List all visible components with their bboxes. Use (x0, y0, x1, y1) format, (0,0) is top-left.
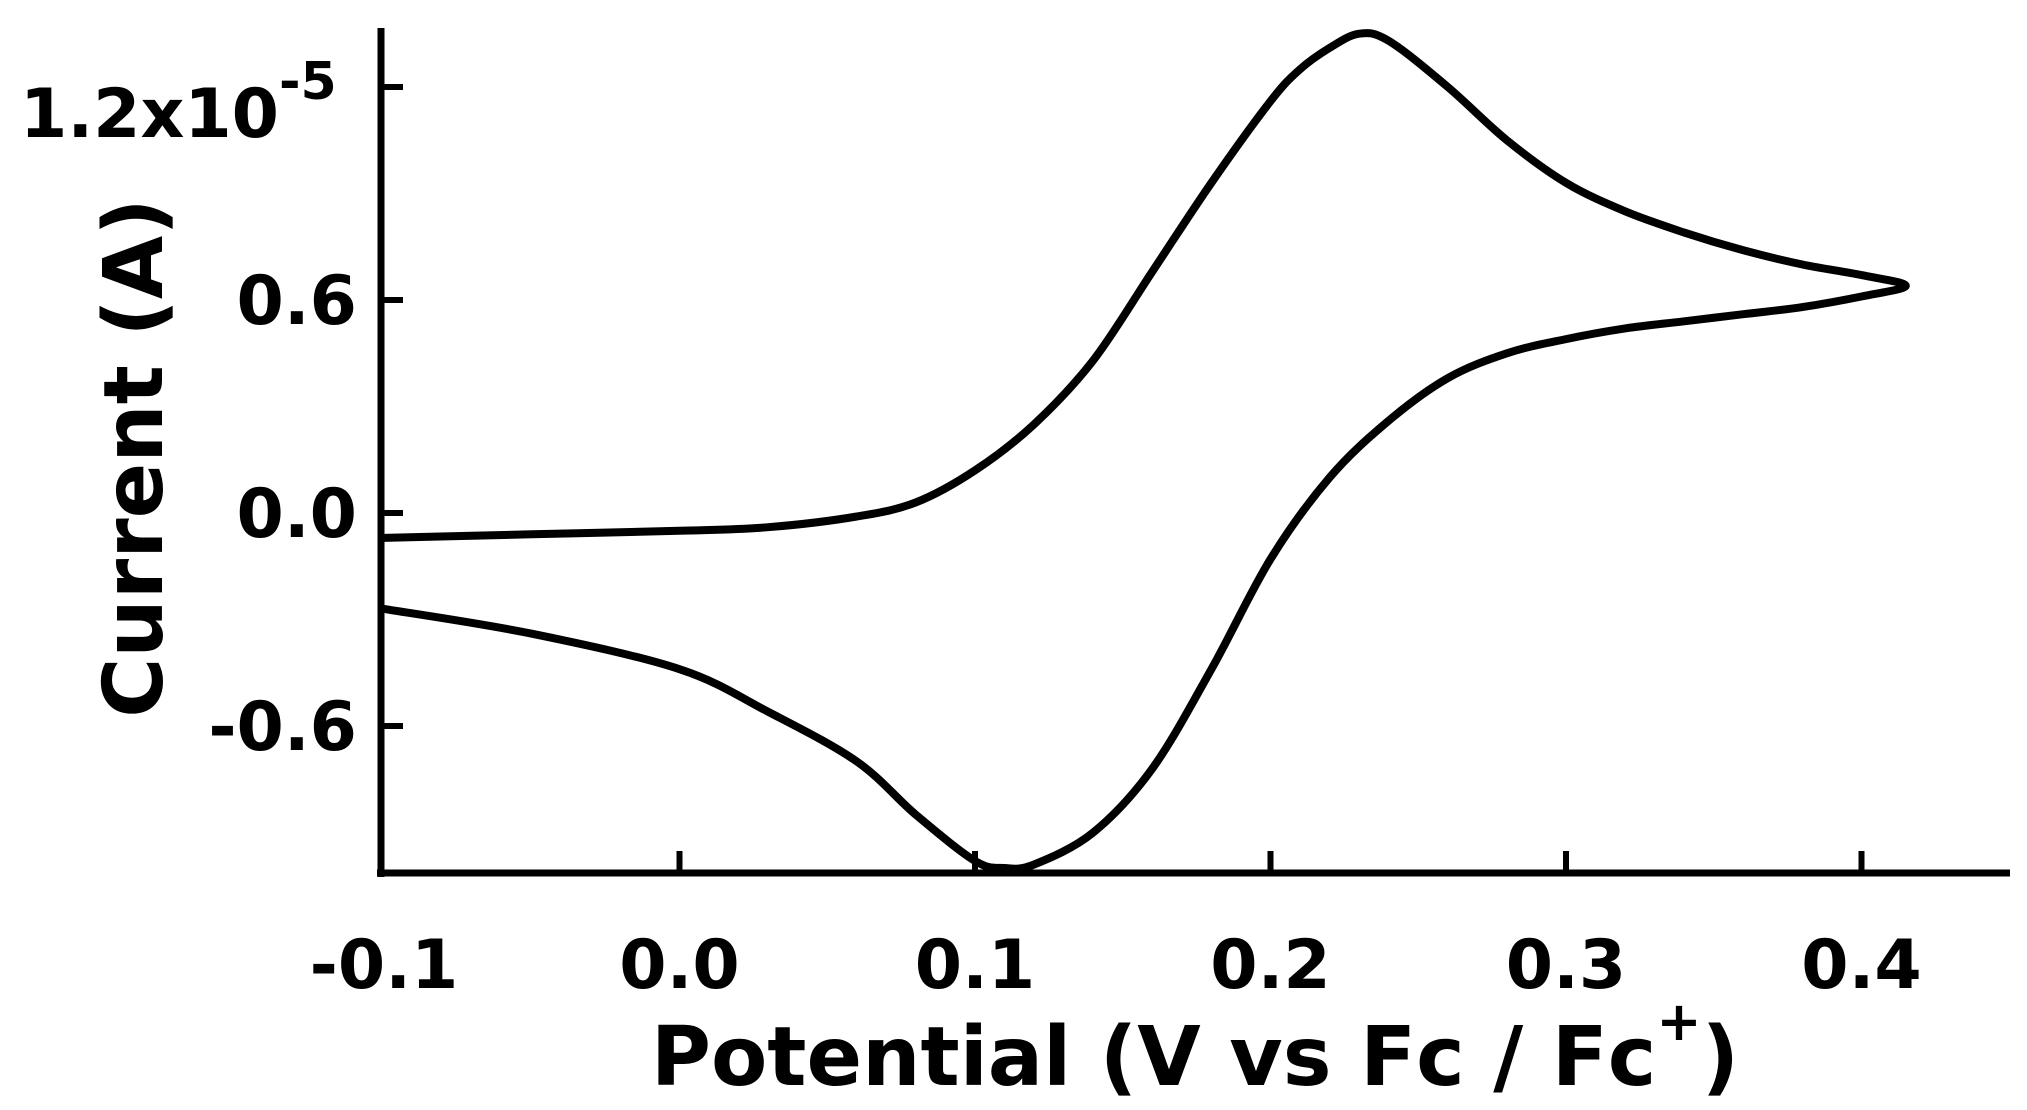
axes (377, 28, 2010, 877)
x-tick-label: 0.0 (619, 926, 739, 1005)
y-tick-label: 0.6 (237, 262, 357, 341)
y-tick-label: -0.6 (208, 688, 357, 767)
cv-curve-series (380, 29, 1910, 873)
y-axis-ticks: 0.6 0.0 -0.6 (208, 84, 403, 767)
x-tick-label: 0.2 (1210, 926, 1330, 1005)
x-tick-label: 0.1 (915, 926, 1035, 1005)
x-tick-label: 0.4 (1801, 926, 1921, 1005)
y-axis-multiplier-label: 1.2x10-5 (20, 52, 337, 154)
x-tick-label: 0.3 (1506, 926, 1626, 1005)
x-axis-title: Potential (V vs Fc / Fc+) (651, 990, 1739, 1105)
x-axis-ticks: -0.1 0.0 0.1 0.2 0.3 0.4 (310, 851, 1922, 1005)
y-axis-title: Current (A) (87, 198, 182, 718)
x-tick-label: -0.1 (310, 926, 459, 1005)
y-tick-label: 0.0 (237, 475, 357, 554)
